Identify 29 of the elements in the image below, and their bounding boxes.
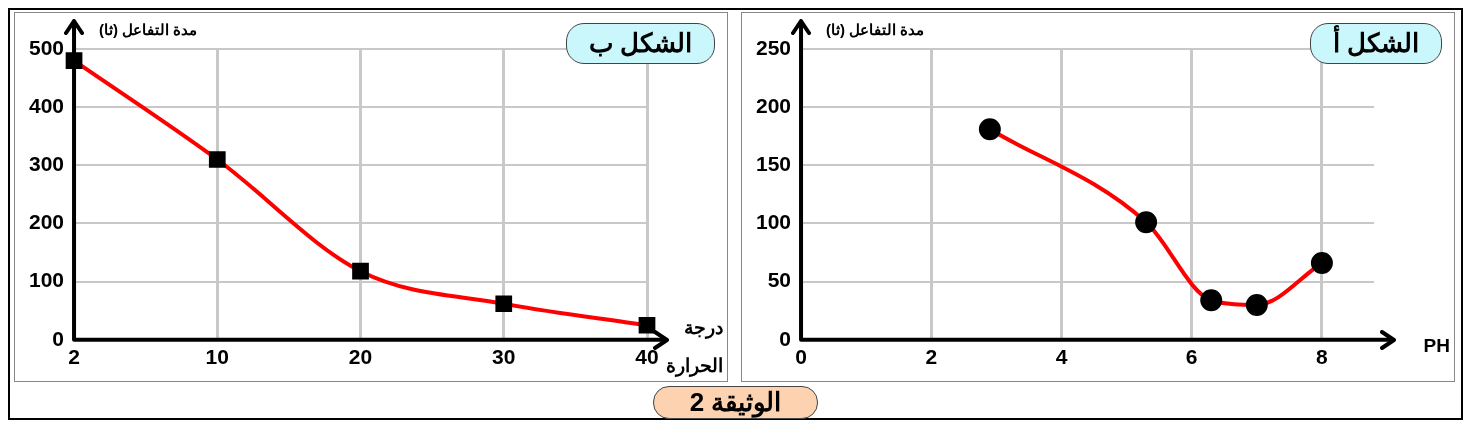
x-tick-label: 0	[795, 345, 807, 369]
chart-title: الشكل ب	[565, 23, 715, 64]
x-tick-label: 4	[1055, 345, 1068, 369]
y-tick-label: 250	[755, 35, 792, 59]
y-tick-label: 50	[767, 268, 792, 292]
x-tick-label: 40	[635, 345, 659, 369]
x-tick-label: 30	[492, 345, 516, 369]
chart-title: الشكل أ	[1309, 23, 1442, 64]
y-tick-label: 0	[52, 326, 65, 350]
y-tick-label: 300	[28, 152, 65, 176]
x-tick-label: 6	[1185, 345, 1198, 369]
y-axis-title: مدة التفاعل (ثا)	[99, 21, 198, 39]
x-tick-label: 2	[68, 345, 80, 369]
y-tick-label: 100	[755, 210, 792, 234]
y-tick-label: 0	[779, 326, 792, 350]
text: الوثيقة 2	[652, 386, 819, 419]
x-tick-label: 20	[348, 345, 373, 369]
y-tick-label: 200	[755, 93, 792, 117]
y-tick-label: 150	[755, 152, 792, 176]
y-tick-label: 100	[28, 268, 65, 292]
x-axis-title: PH	[1422, 334, 1450, 358]
x-tick-label: 8	[1316, 345, 1329, 369]
y-axis-title: مدة التفاعل (ثا)	[826, 21, 925, 39]
y-tick-label: 500	[28, 35, 65, 59]
x-tick-label: 10	[205, 345, 229, 369]
x-tick-label: 2	[925, 345, 938, 369]
x-axis-title: درجة الحرارة	[665, 316, 723, 379]
y-tick-label: 400	[28, 93, 65, 117]
y-tick-label: 200	[28, 210, 65, 234]
